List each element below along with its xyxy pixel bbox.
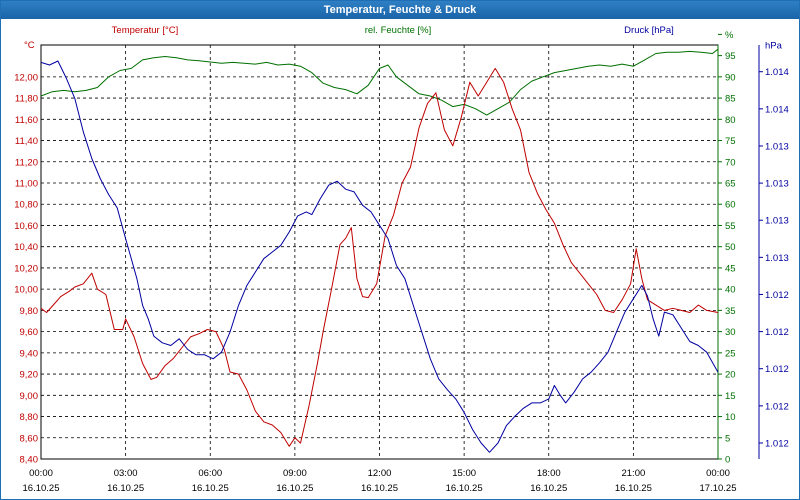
y-tick-temperature: 9,40 bbox=[20, 348, 39, 359]
y-tick-temperature: 9,20 bbox=[20, 370, 39, 381]
axes: 00:00 16.10.25 03:00 16.10.25 06:00 16.10.25 0… bbox=[14, 30, 789, 494]
y-tick-humidity: 85 bbox=[725, 94, 736, 105]
y-tick-temperature: 10,20 bbox=[14, 263, 38, 274]
y-tick-pressure: 1.013 bbox=[765, 141, 789, 152]
x-tick-date: 16.10.25 bbox=[530, 483, 567, 494]
x-tick-date: 16.10.25 bbox=[192, 483, 229, 494]
x-tick-date: 16.10.25 bbox=[361, 483, 398, 494]
series-group bbox=[40, 48, 719, 453]
x-tick-time: 00:00 bbox=[706, 468, 730, 479]
y-tick-temperature: 11,60 bbox=[15, 115, 38, 126]
x-tick-date: 16.10.25 bbox=[276, 483, 313, 494]
grid-lines bbox=[41, 45, 718, 460]
y-tick-temperature: 8,60 bbox=[20, 433, 39, 444]
y-tick-temperature: 11,40 bbox=[15, 136, 38, 147]
y-tick-humidity: 80 bbox=[725, 115, 736, 126]
x-tick-date: 16.10.25 bbox=[615, 483, 652, 494]
y-tick-humidity: 5 bbox=[725, 433, 730, 444]
y-tick-humidity: 0 bbox=[725, 455, 730, 466]
y-tick-pressure: 1.013 bbox=[765, 216, 789, 227]
y-tick-pressure: 1.012 bbox=[765, 438, 789, 449]
y-tick-temperature: 10,00 bbox=[14, 285, 38, 296]
legend-temperatur: Temperatur [°C] bbox=[112, 25, 179, 36]
y-tick-humidity: 55 bbox=[725, 221, 736, 232]
x-tick-time: 21:00 bbox=[621, 468, 645, 479]
y-tick-pressure: 1.013 bbox=[765, 179, 789, 190]
x-tick-time: 03:00 bbox=[114, 468, 138, 479]
y-tick-temperature: 10,40 bbox=[14, 242, 38, 253]
series-line-pressure bbox=[40, 60, 719, 453]
y-tick-pressure: 1.012 bbox=[765, 364, 789, 375]
y-tick-temperature: 10,60 bbox=[14, 221, 38, 232]
x-tick-time: 18:00 bbox=[537, 468, 561, 479]
x-tick-time: 09:00 bbox=[283, 468, 307, 479]
y-tick-humidity: 95 bbox=[725, 51, 736, 62]
y-tick-temperature: 9,60 bbox=[20, 327, 39, 338]
x-tick-date: 17.10.25 bbox=[700, 483, 737, 494]
y-tick-humidity: 15 bbox=[725, 391, 736, 402]
y-tick-pressure: 1.013 bbox=[765, 253, 789, 264]
y-tick-humidity: 90 bbox=[725, 72, 736, 83]
y-tick-humidity: 45 bbox=[725, 263, 736, 274]
y-tick-humidity: 30 bbox=[725, 327, 736, 338]
y-tick-humidity: 35 bbox=[725, 306, 736, 317]
y-tick-pressure: 1.014 bbox=[765, 67, 789, 78]
y-tick-humidity: % bbox=[725, 30, 734, 41]
y-tick-humidity: 25 bbox=[725, 348, 736, 359]
y-tick-pressure: 1.014 bbox=[765, 104, 789, 115]
y-tick-temperature: 9,00 bbox=[20, 391, 39, 402]
y-tick-temperature: 8,80 bbox=[20, 412, 39, 423]
x-tick-date: 16.10.25 bbox=[23, 483, 60, 494]
series-line-humidity bbox=[40, 48, 719, 116]
chart-title: Temperatur, Feuchte & Druck bbox=[1, 1, 799, 19]
y-tick-pressure: 1.012 bbox=[765, 327, 789, 338]
y-tick-temperature: 9,80 bbox=[20, 306, 39, 317]
y-tick-pressure: 1.012 bbox=[765, 290, 789, 301]
unit-celsius: °C bbox=[24, 40, 35, 51]
y-tick-temperature: 11,00 bbox=[15, 179, 38, 190]
y-tick-humidity: 65 bbox=[725, 179, 736, 190]
y-tick-temperature: 8,40 bbox=[20, 455, 39, 466]
y-tick-temperature: 11,80 bbox=[15, 94, 38, 105]
y-tick-temperature: 11,20 bbox=[15, 157, 38, 168]
y-tick-pressure: 1.012 bbox=[765, 401, 789, 412]
x-tick-date: 16.10.25 bbox=[446, 483, 483, 494]
x-tick-date: 16.10.25 bbox=[107, 483, 144, 494]
y-tick-temperature: 12,00 bbox=[14, 72, 38, 83]
y-tick-humidity: 75 bbox=[725, 136, 736, 147]
x-tick-time: 06:00 bbox=[198, 468, 222, 479]
x-tick-time: 00:00 bbox=[29, 468, 53, 479]
y-tick-humidity: 50 bbox=[725, 242, 736, 253]
y-tick-humidity: 10 bbox=[725, 412, 736, 423]
y-tick-humidity: 40 bbox=[725, 285, 736, 296]
y-tick-temperature: 10,80 bbox=[14, 200, 38, 211]
legend-druck: Druck [hPa] bbox=[624, 25, 674, 36]
y-tick-humidity: 60 bbox=[725, 200, 736, 211]
y-tick-pressure: hPa bbox=[765, 41, 783, 52]
x-tick-time: 12:00 bbox=[368, 468, 392, 479]
legend-feuchte: rel. Feuchte [%] bbox=[365, 25, 432, 36]
x-tick-time: 15:00 bbox=[452, 468, 476, 479]
series-line-temperature bbox=[40, 67, 719, 447]
y-tick-humidity: 20 bbox=[725, 370, 736, 381]
y-tick-humidity: 70 bbox=[725, 157, 736, 168]
